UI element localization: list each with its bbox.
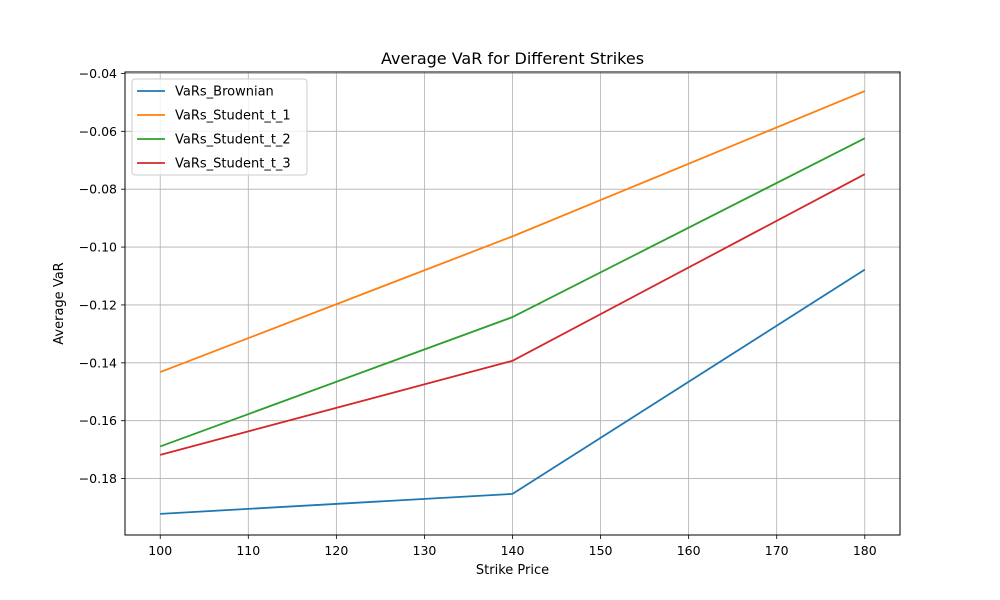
y-tick-label: −0.18 (79, 471, 117, 486)
legend-label: VaRs_Student_t_3 (175, 157, 291, 172)
x-tick-label: 170 (765, 543, 789, 558)
x-axis-label: Strike Price (476, 563, 549, 578)
y-tick-label: −0.04 (79, 66, 117, 81)
y-tick-label: −0.12 (79, 297, 117, 312)
legend-label: VaRs_Brownian (175, 85, 274, 100)
legend: VaRs_Brownian VaRs_Student_t_1 VaRs_Studen… (131, 78, 308, 176)
y-tick-label: −0.06 (79, 124, 117, 139)
x-tick-label: 140 (501, 543, 525, 558)
x-tick-label: 100 (148, 543, 172, 558)
x-tick-label: 120 (324, 543, 348, 558)
x-tick-label: 130 (413, 543, 437, 558)
series-line-3 (159, 173, 866, 456)
series-line-1 (159, 90, 866, 373)
x-axis-ticks: 100 110 120 130 140 150 160 170 180 (148, 535, 877, 558)
y-axis-label: Average VaR (52, 262, 67, 344)
x-tick-label: 160 (677, 543, 701, 558)
series-line-0 (160, 268, 866, 515)
series-line-2 (159, 137, 866, 448)
x-tick-label: 110 (236, 543, 260, 558)
y-tick-label: −0.16 (79, 413, 117, 428)
legend-box (131, 78, 308, 176)
legend-label: VaRs_Student_t_1 (175, 109, 291, 124)
y-axis-ticks: −0.18 −0.16 −0.14 −0.12 −0.10 −0.08 −0.06 −0.04 (79, 66, 125, 486)
chart-title: Average VaR for Different Strikes (381, 49, 644, 68)
grid (125, 72, 900, 535)
y-tick-label: −0.14 (79, 355, 117, 370)
x-tick-label: 180 (853, 543, 877, 558)
series-lines (159, 90, 866, 515)
x-tick-label: 150 (589, 543, 613, 558)
legend-label: VaRs_Student_t_2 (175, 133, 291, 148)
y-tick-label: −0.10 (79, 240, 117, 255)
y-tick-label: −0.08 (79, 182, 117, 197)
